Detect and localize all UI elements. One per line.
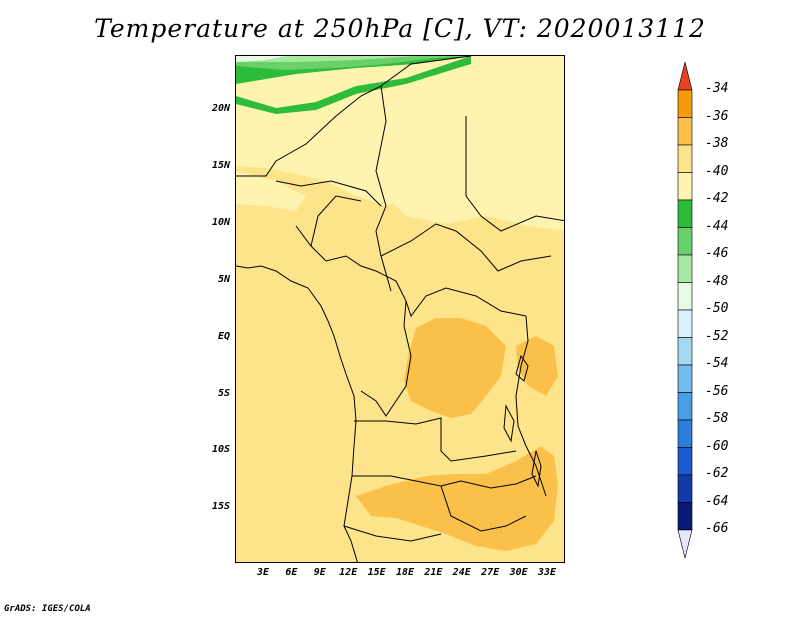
colorbar-label: -62: [705, 466, 729, 481]
colorbar-swatch: [677, 337, 693, 366]
contour-fill-minus42-west: [236, 171, 306, 211]
colorbar-swatch: [677, 254, 693, 283]
border-line: [275, 180, 382, 207]
colorbar-label: -48: [705, 273, 729, 289]
colorbar-label: -54: [705, 356, 729, 371]
contour-fill-minus42-east: [386, 161, 564, 231]
colorbar-under-arrow: [677, 529, 693, 559]
lake-outline: [503, 404, 515, 443]
colorbar-swatch: [677, 392, 693, 421]
border-line: [343, 525, 442, 542]
map-panel: [235, 55, 565, 563]
lat-label: 15N: [211, 160, 230, 171]
border-line: [352, 475, 527, 532]
colorbar-label: -60: [705, 438, 729, 454]
map-title: Temperature at 250hPa [C], VT: 202001311…: [94, 14, 706, 43]
border-line: [310, 195, 362, 247]
colorbar-label: -36: [705, 108, 729, 124]
colorbar-swatch: [677, 172, 693, 201]
border-line: [380, 223, 552, 272]
colorbar-label: -44: [705, 218, 729, 234]
contour-fill-minus42-north: [236, 56, 564, 206]
border-line: [375, 270, 527, 318]
lat-label: 15S: [211, 501, 230, 512]
colorbar-swatch: [677, 282, 693, 311]
colorbar-label: -42: [705, 191, 729, 206]
colorbar-label: -66: [705, 521, 729, 536]
colorbar-swatch: [677, 117, 693, 146]
lon-label: 9E: [313, 567, 326, 578]
colorbar-label: -64: [705, 493, 729, 509]
colorbar-swatch: [677, 364, 693, 393]
border-line: [360, 300, 412, 417]
lon-label: 24E: [452, 567, 471, 578]
country-borders: [236, 56, 564, 562]
colorbar-label: -56: [705, 383, 729, 399]
lat-label: 10N: [211, 217, 230, 228]
grads-credit: GrADS: IGES/COLA: [4, 604, 91, 614]
border-line: [295, 225, 377, 272]
border-line: [465, 116, 564, 232]
border-line: [440, 475, 537, 489]
colorbar-label: -50: [705, 301, 729, 316]
atlantic-coastline: [236, 265, 358, 562]
contour-fill-minus38-central: [404, 318, 506, 418]
colorbar-swatch: [677, 419, 693, 448]
lat-label: 5S: [217, 388, 230, 399]
colorbar-label: -58: [705, 411, 729, 426]
colorbar-label: -34: [705, 81, 729, 96]
colorbar-label: -52: [705, 328, 729, 344]
temperature-map: [236, 56, 564, 562]
colorbar-label: -40: [705, 163, 729, 179]
lon-label: 6E: [285, 567, 298, 578]
lat-label: EQ: [217, 331, 230, 342]
lat-label: 5N: [217, 274, 230, 285]
colorbar-label: -46: [705, 246, 729, 261]
colorbar-swatch: [677, 474, 693, 503]
lon-label: 27E: [481, 567, 500, 578]
colorbar-swatch: [677, 502, 693, 531]
colorbar-swatch: [677, 227, 693, 256]
contour-fill-minus48: [236, 56, 416, 62]
lon-label: 21E: [424, 567, 443, 578]
colorbar-swatch: [677, 89, 693, 118]
colorbar-swatch: [677, 199, 693, 228]
lon-label: 15E: [367, 567, 386, 578]
lon-label: 18E: [395, 567, 415, 578]
lon-label: 30E: [509, 567, 528, 578]
colorbar-over-arrow: [677, 61, 693, 91]
border-line: [236, 56, 472, 177]
lon-label: 12E: [339, 567, 358, 578]
colorbar: [677, 61, 693, 559]
lat-label: 20N: [211, 103, 230, 114]
contour-fill-minus50: [236, 56, 286, 62]
lon-label: 33E: [537, 567, 557, 578]
colorbar-swatch: [677, 144, 693, 173]
lon-label: 3E: [256, 567, 270, 578]
colorbar-swatch: [677, 309, 693, 338]
lake-outline: [531, 450, 542, 488]
lake-outline: [515, 354, 529, 382]
colorbar-label: -38: [705, 136, 729, 151]
border-line: [354, 417, 517, 462]
contour-fill-minus44-lower: [236, 56, 471, 114]
colorbar-swatch: [677, 447, 693, 476]
contour-fill-minus38-east: [516, 336, 558, 396]
lat-label: 10S: [211, 444, 230, 455]
